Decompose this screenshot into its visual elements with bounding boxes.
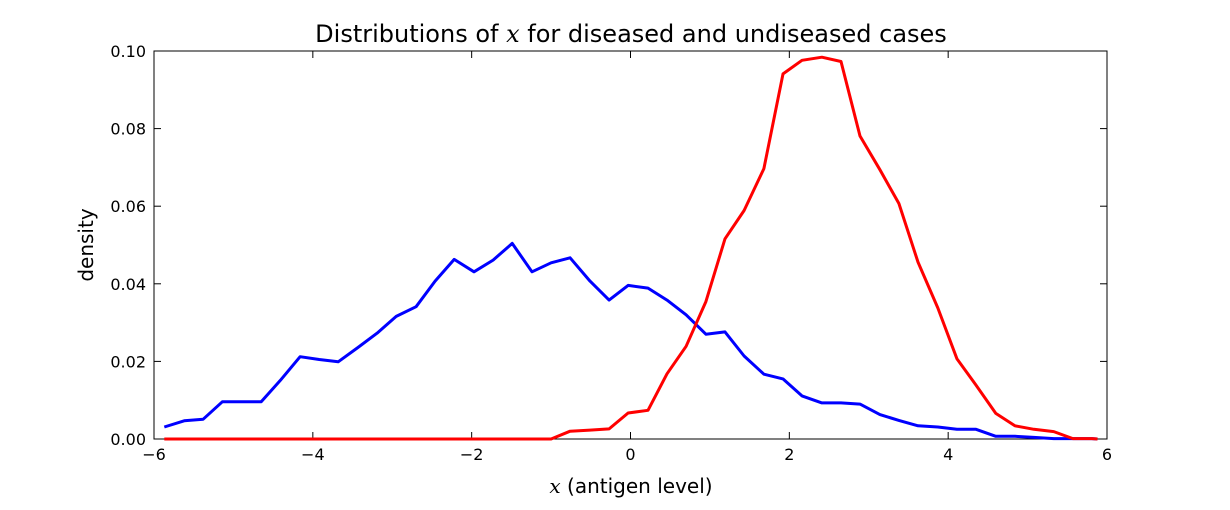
x-tick-label: 6	[1102, 445, 1112, 464]
y-tick-label: 0.06	[110, 197, 146, 216]
y-tick-label: 0.00	[110, 430, 146, 449]
x-tick-label: 4	[943, 445, 953, 464]
axis-ticks	[153, 50, 1108, 440]
y-tick-label: 0.10	[110, 42, 146, 61]
chart-title: Distributions of x for diseased and undi…	[315, 20, 947, 48]
x-tick-label: 2	[784, 445, 794, 464]
series-line-red	[164, 55, 1098, 441]
axis-tick-labels: −6 −4 −2 0 2 4 6 0.00 0.02 0.04 0.06 0.08 0.10	[110, 42, 1112, 464]
x-tick-label: −4	[301, 445, 325, 464]
x-tick-label: 0	[625, 445, 635, 464]
y-tick-label: 0.02	[110, 352, 146, 371]
x-axis-label: x (antigen level)	[549, 474, 712, 498]
y-axis-label: density	[74, 208, 98, 281]
plot-frame	[153, 50, 1108, 440]
x-tick-label: −6	[142, 445, 166, 464]
x-tick-label: −2	[460, 445, 484, 464]
y-tick-label: 0.08	[110, 120, 146, 139]
series-lines	[163, 55, 1098, 441]
series-line-blue	[163, 241, 1098, 441]
y-tick-label: 0.04	[110, 275, 146, 294]
